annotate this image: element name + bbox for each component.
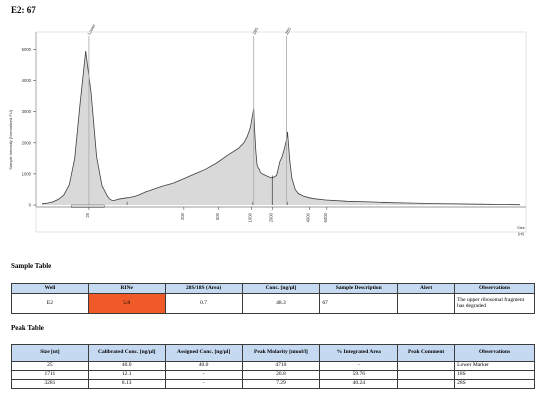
trace-line xyxy=(41,51,521,206)
assigned-conc-cell: 40.0 xyxy=(164,361,243,371)
peak-label: Lower xyxy=(86,23,96,36)
y-tick-label: 3000 xyxy=(22,109,32,114)
observations-cell: Lower Marker xyxy=(454,361,535,371)
table-row: 3281 8.13 - 7.29 40.24 28S xyxy=(11,379,535,389)
trace-fill xyxy=(42,51,520,205)
y-tick-label: 5000 xyxy=(22,47,32,52)
y-axis-label: Sample Intensity [Normalized FU] xyxy=(8,110,13,170)
peak-table-title: Peak Table xyxy=(11,324,44,332)
molarity-cell: 7.29 xyxy=(241,379,321,389)
table-row: 25 40.0 40.0 4710 - Lower Marker xyxy=(11,361,535,371)
calibrated-conc-cell: 8.13 xyxy=(87,379,166,389)
y-tick-label: 4000 xyxy=(22,78,32,83)
molarity-cell: 4710 xyxy=(241,361,321,371)
observations-cell: 18S xyxy=(454,370,535,380)
rine-cell: 5.8 xyxy=(87,293,166,314)
sample-table: Well RINe 28S/18S (Area) Conc. [ng/µl] S… xyxy=(11,283,535,314)
lower-marker-box xyxy=(71,204,105,208)
x-tick-label: 1000 xyxy=(248,212,253,222)
area-cell: 59.76 xyxy=(319,370,399,380)
col-header: Observations xyxy=(454,283,535,294)
size-cell: 25 xyxy=(11,361,89,371)
col-header: 28S/18S (Area) xyxy=(164,283,243,294)
col-header: Observations xyxy=(454,344,535,362)
col-header: Assigned Conc. [ng/µl] xyxy=(164,344,243,362)
assigned-conc-cell: - xyxy=(164,379,243,389)
page-title: E2: 67 xyxy=(11,5,36,15)
x-tick-label: 500 xyxy=(215,212,220,220)
electropherogram-chart: 0 1000 2000 3000 4000 5000 25 200 500 1000 2000 40… xyxy=(8,23,527,236)
x-tick-label: 200 xyxy=(180,212,185,220)
table-row: 1711 12.1 - 20.8 59.76 18S xyxy=(11,370,535,380)
observations-cell: The upper ribosomal fragment has degrade… xyxy=(454,293,535,314)
col-header: % Integrated Area xyxy=(319,344,399,362)
col-header: Well xyxy=(11,283,89,294)
table-row: E2 5.8 0.7 48.3 67 The upper ribosomal f… xyxy=(11,293,535,314)
description-cell: 67 xyxy=(319,293,399,314)
well-cell: E2 xyxy=(11,293,89,314)
molarity-cell: 20.8 xyxy=(241,370,321,380)
comment-cell xyxy=(397,361,456,371)
x-axis-label: Size xyxy=(517,225,526,230)
col-header: Peak Molarity [nmol/l] xyxy=(241,344,321,362)
y-tick-label: 2000 xyxy=(22,140,32,145)
comment-cell xyxy=(397,379,456,389)
x-tick-label: 4000 xyxy=(305,212,310,222)
col-header: Size [nt] xyxy=(11,344,89,362)
sample-table-title: Sample Table xyxy=(11,262,52,270)
area-cell: - xyxy=(319,361,399,371)
x-tick-label: 25 xyxy=(85,212,90,217)
observations-cell: 28S xyxy=(454,379,535,389)
ratio-cell: 0.7 xyxy=(164,293,243,314)
col-header: RINe xyxy=(87,283,166,294)
peak-table: Size [nt] Calibrated Conc. [ng/µl] Assig… xyxy=(11,344,535,389)
comment-cell xyxy=(397,370,456,380)
calibrated-conc-cell: 12.1 xyxy=(87,370,166,380)
plot-frame xyxy=(35,31,527,233)
alert-cell xyxy=(397,293,456,314)
col-header: Calibrated Conc. [ng/µl] xyxy=(87,344,166,362)
col-header: Conc. [ng/µl] xyxy=(241,283,321,294)
size-cell: 3281 xyxy=(11,379,89,389)
conc-cell: 48.3 xyxy=(241,293,321,314)
area-cell: 40.24 xyxy=(319,379,399,389)
peak-label: 18S xyxy=(251,26,259,35)
x-axis-unit: [nt] xyxy=(518,231,524,236)
x-tick-label: 2000 xyxy=(268,212,273,222)
col-header: Sample Description xyxy=(319,283,399,294)
peak-table-header-row: Size [nt] Calibrated Conc. [ng/µl] Assig… xyxy=(11,344,535,362)
peak-label: 28S xyxy=(284,26,292,35)
assigned-conc-cell: - xyxy=(164,370,243,380)
col-header: Alert xyxy=(397,283,456,294)
x-tick-label: 6000 xyxy=(323,212,328,222)
calibrated-conc-cell: 40.0 xyxy=(87,361,166,371)
y-tick-label: 0 xyxy=(29,203,32,208)
sample-table-header-row: Well RINe 28S/18S (Area) Conc. [ng/µl] S… xyxy=(11,283,535,294)
y-tick-label: 1000 xyxy=(22,171,32,176)
size-cell: 1711 xyxy=(11,370,89,380)
col-header: Peak Comment xyxy=(397,344,456,362)
